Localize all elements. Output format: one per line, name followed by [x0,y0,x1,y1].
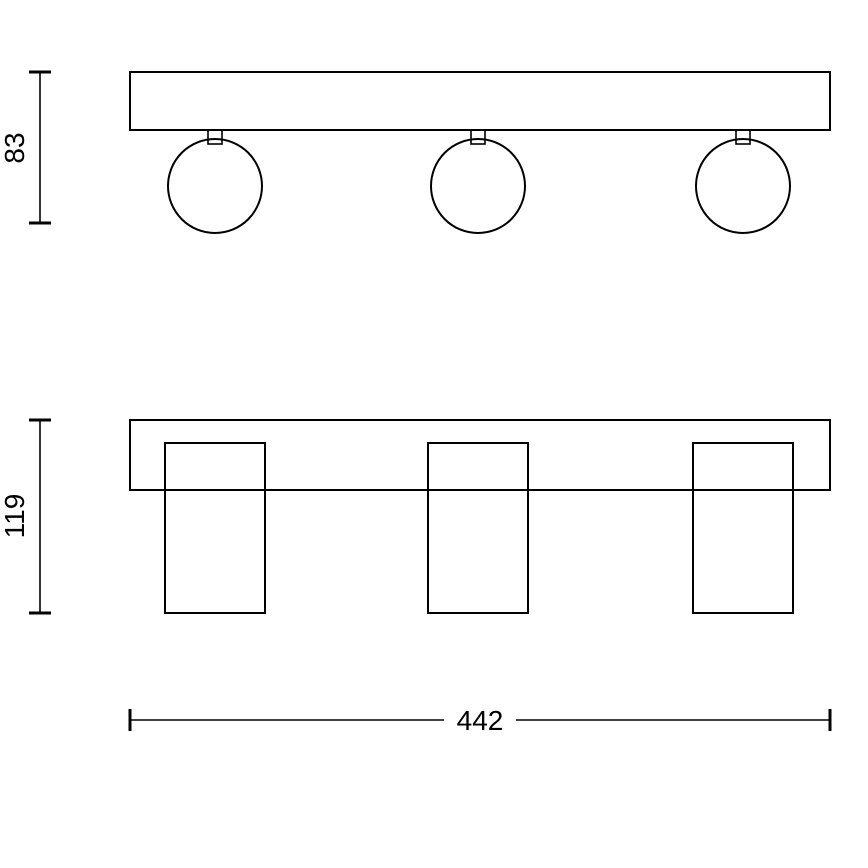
dim-height-bottom-label: 119 [0,494,30,539]
dim-height-bottom: 119 [0,420,51,613]
front-head-1 [165,443,265,613]
top-bar [130,72,830,130]
dim-height-top-label: 83 [0,132,30,163]
front-head-3 [693,443,793,613]
technical-drawing: 83 119 442 [0,0,868,868]
dim-width-label: 442 [457,705,504,736]
top-elevation [130,72,830,233]
top-head-3 [696,130,790,233]
dim-width: 442 [130,705,830,736]
front-elevation [130,420,830,613]
front-bar [130,420,830,490]
top-head-1 [168,130,262,233]
top-head-2 [431,130,525,233]
dim-height-top: 83 [0,72,51,223]
front-head-2 [428,443,528,613]
